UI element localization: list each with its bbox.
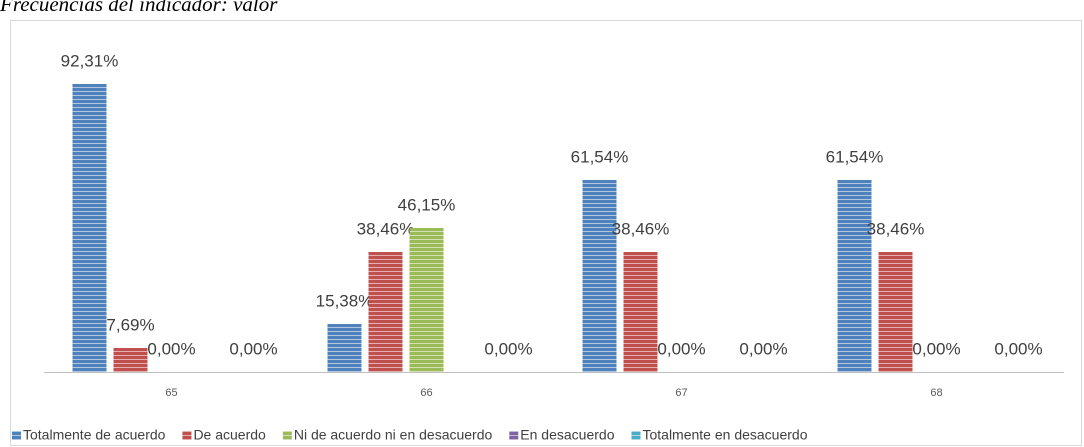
data-label: 61,54% [571,147,629,166]
data-label: 0,00% [994,339,1042,358]
x-tick-label: 68 [930,387,942,399]
legend-swatch [182,431,192,440]
legend-swatch [509,431,519,440]
bar [623,252,658,372]
bar [582,179,617,372]
data-label: 0,00% [657,339,705,358]
bar [878,252,913,372]
data-label: 0,00% [912,339,960,358]
legend-label: Ni de acuerdo ni en desacuerdo [294,427,493,443]
data-label: 38,46% [357,219,415,238]
bar [409,228,444,372]
data-label: 15,38% [316,291,374,310]
legend-label: Totalmente de acuerdo [23,427,166,443]
chart-frame [10,20,1082,446]
x-tick-label: 65 [165,387,177,399]
bar [327,324,362,372]
legend-swatch [12,431,21,440]
data-label: 61,54% [826,147,884,166]
bar [72,83,107,372]
legend-label: Totalmente en desacuerdo [642,427,807,443]
legend-swatch [631,431,641,440]
legend-label: De acuerdo [193,427,266,443]
x-tick-label: 67 [675,387,687,399]
data-label: 0,00% [484,339,532,358]
legend-label: En desacuerdo [520,427,614,443]
legend-swatch [282,431,292,440]
bar [113,348,148,372]
data-label: 0,00% [739,339,787,358]
bar [368,252,403,372]
data-label: 92,31% [61,51,119,70]
data-label: 0,00% [147,339,195,358]
data-label: 38,46% [612,219,670,238]
data-label: 0,00% [229,339,277,358]
data-label: 7,69% [106,315,154,334]
data-label: 38,46% [867,219,925,238]
x-tick-label: 66 [420,387,432,399]
data-label: 46,15% [398,195,456,214]
bar [837,179,872,372]
chart-title: Frecuencias del indicador: valor [0,0,278,16]
